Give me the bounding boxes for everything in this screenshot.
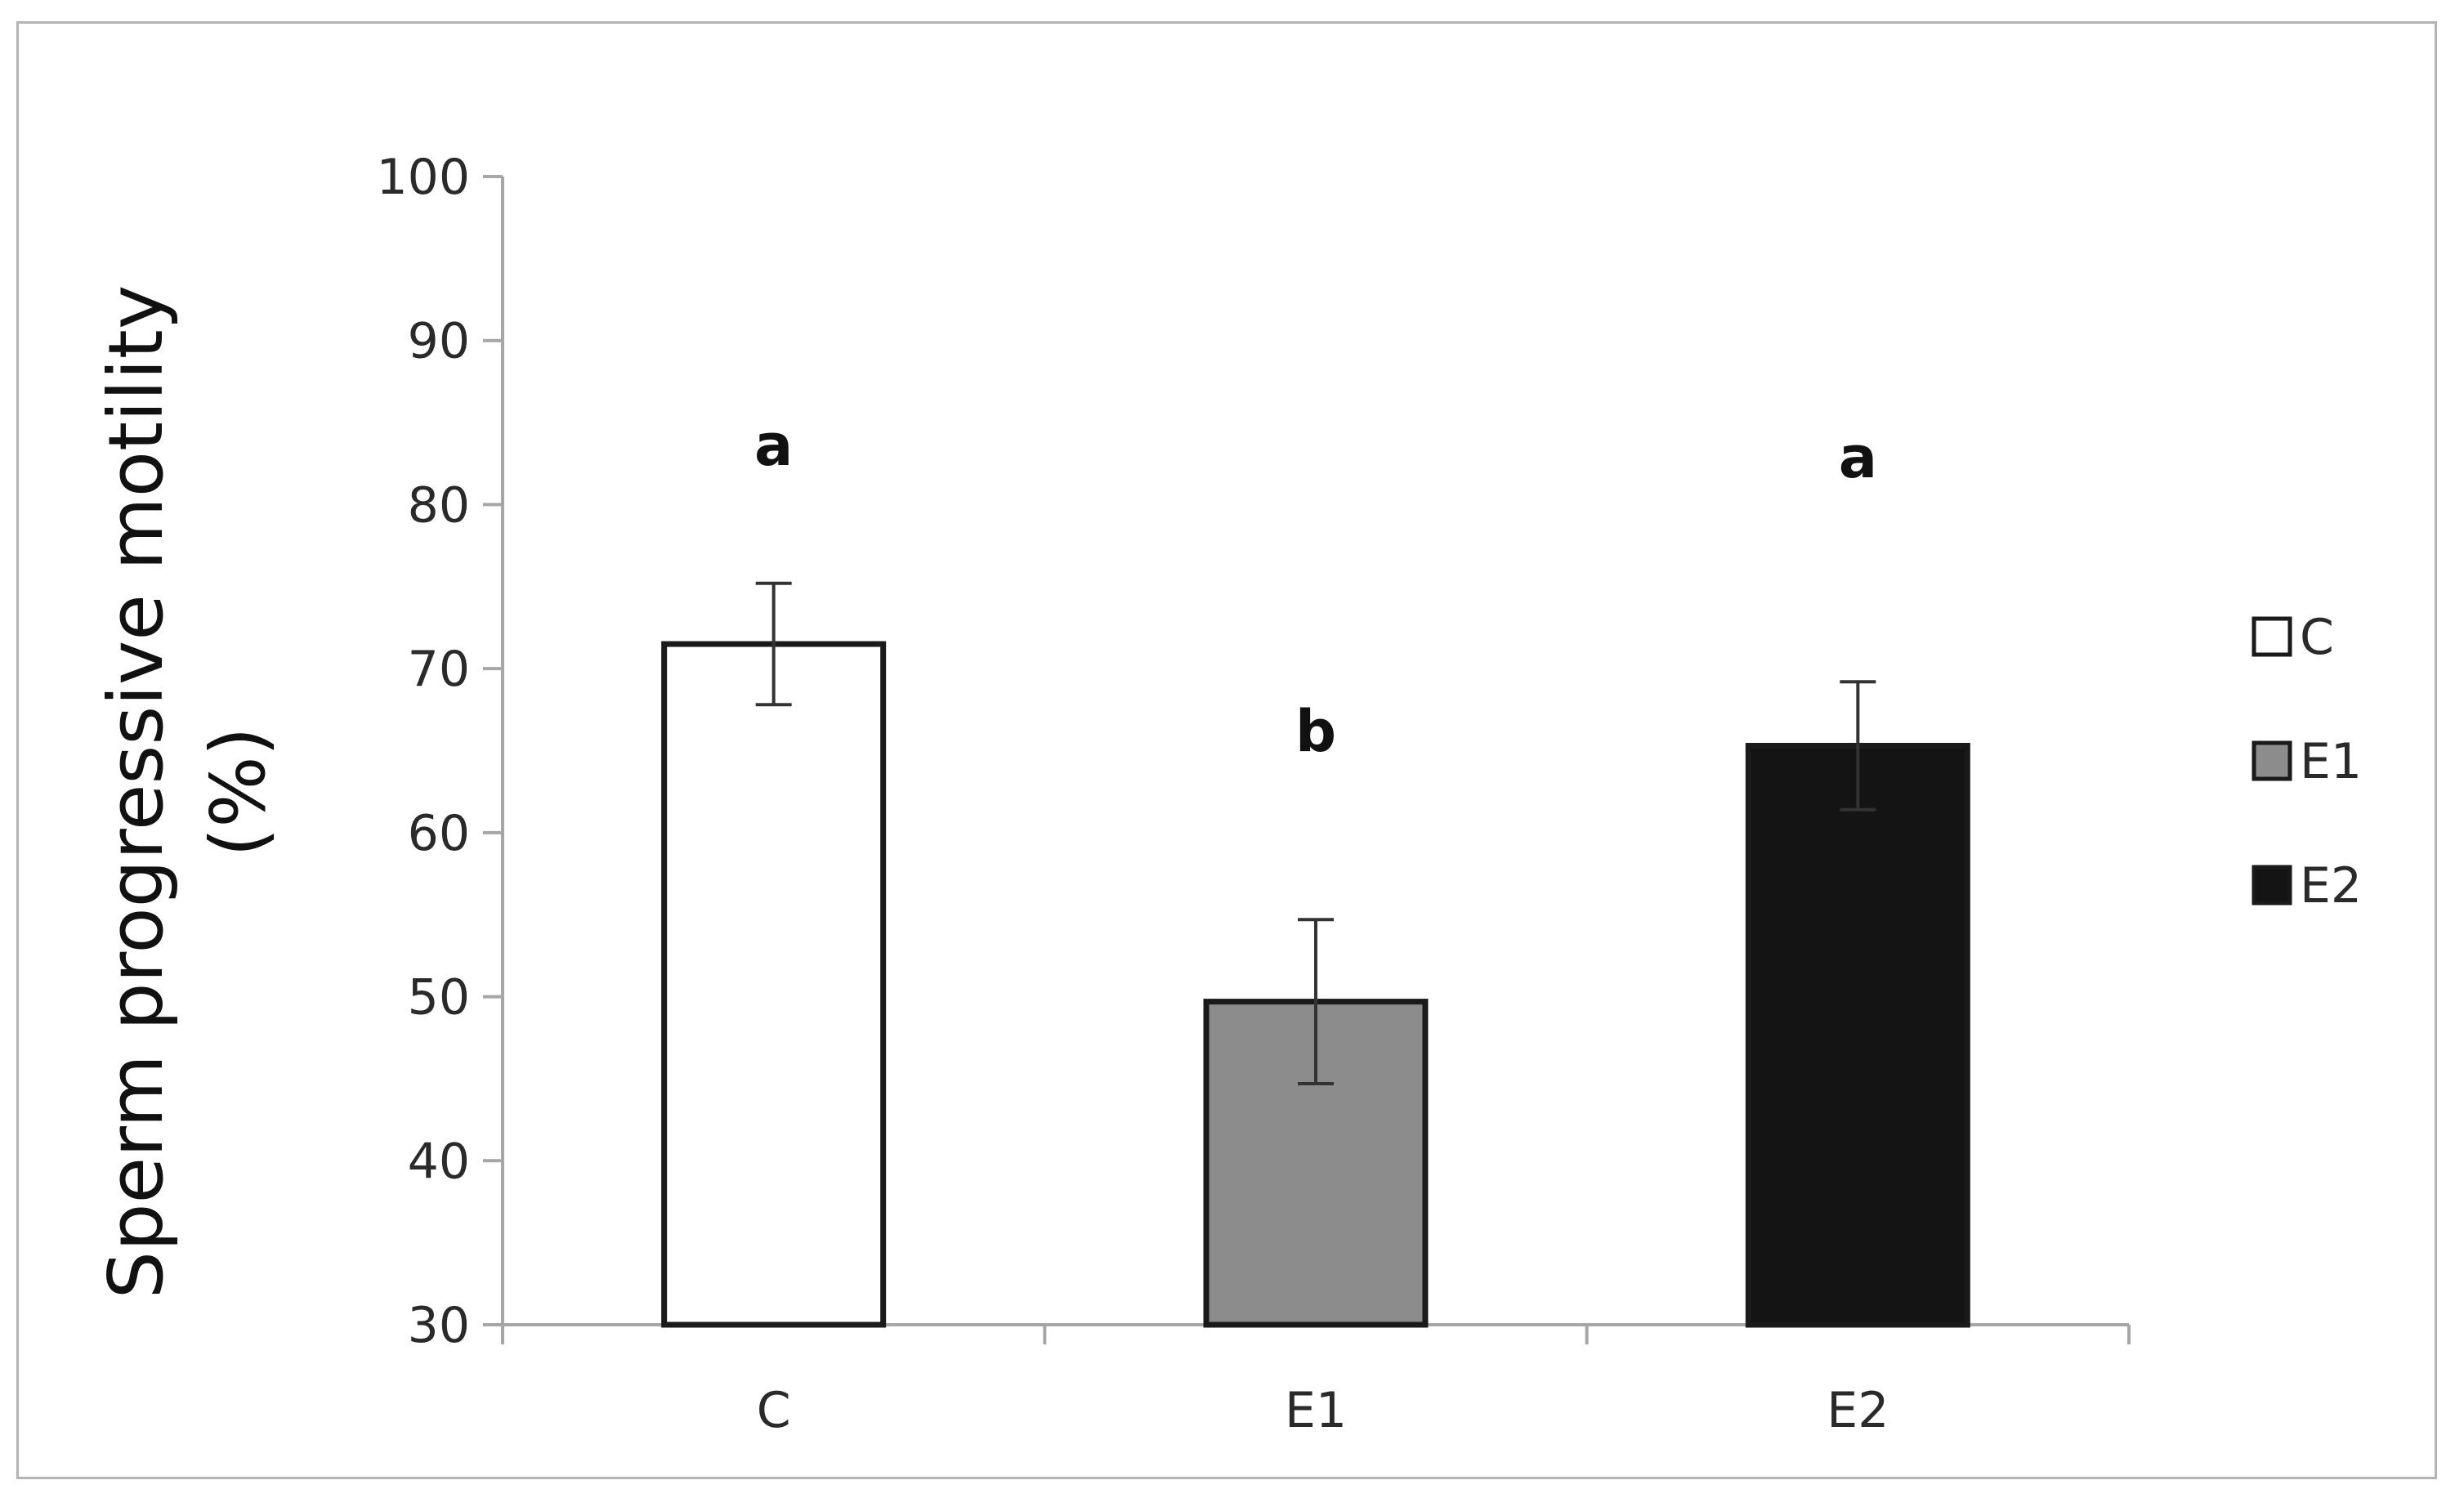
axes: 30 40 50 60 70 80 90 100: [376, 149, 2131, 1354]
y-tick-label: 100: [376, 149, 470, 206]
legend-swatch-c: [2252, 616, 2292, 657]
y-tick-label: 60: [408, 805, 470, 862]
category-label-e2: E2: [1827, 1382, 1889, 1439]
legend-label-e2: E2: [2300, 857, 2362, 914]
legend-swatch-e2: [2252, 865, 2292, 906]
significance-label-c: a: [754, 412, 793, 479]
legend-swatch-e1: [2252, 740, 2292, 781]
category-labels: C E1 E2: [757, 1382, 1889, 1439]
bar-chart: Sperm progressive motility (%) 30 40 50 60 70…: [92, 149, 2362, 1439]
legend-label-c: C: [2300, 609, 2334, 666]
y-tick-label: 40: [408, 1133, 470, 1190]
error-bars: [755, 581, 1876, 1085]
category-label-e1: E1: [1285, 1382, 1347, 1439]
y-axis-label: Sperm progressive motility (%): [92, 285, 282, 1299]
bar-e2: [1745, 742, 1970, 1328]
bars: [661, 641, 1970, 1328]
bar-c: [661, 641, 887, 1328]
significance-label-e2: a: [1839, 424, 1877, 491]
significance-label-e1: b: [1295, 698, 1336, 765]
y-tick-label: 50: [408, 969, 470, 1026]
y-tick-label: 30: [408, 1297, 470, 1354]
legend-label-e1: E1: [2300, 733, 2362, 790]
significance-labels: a b a: [754, 412, 1877, 765]
y-tick-label: 70: [408, 641, 470, 698]
category-label-c: C: [757, 1382, 791, 1439]
y-tick-label: 80: [408, 476, 470, 534]
y-axis-label-line-2: (%): [195, 727, 282, 856]
legend: C E1 E2: [2252, 609, 2362, 914]
chart-frame: Sperm progressive motility (%) 30 40 50 60 70…: [16, 21, 2437, 1479]
y-tick-label: 90: [408, 313, 470, 370]
y-axis-label-line-1: Sperm progressive motility: [92, 285, 180, 1299]
